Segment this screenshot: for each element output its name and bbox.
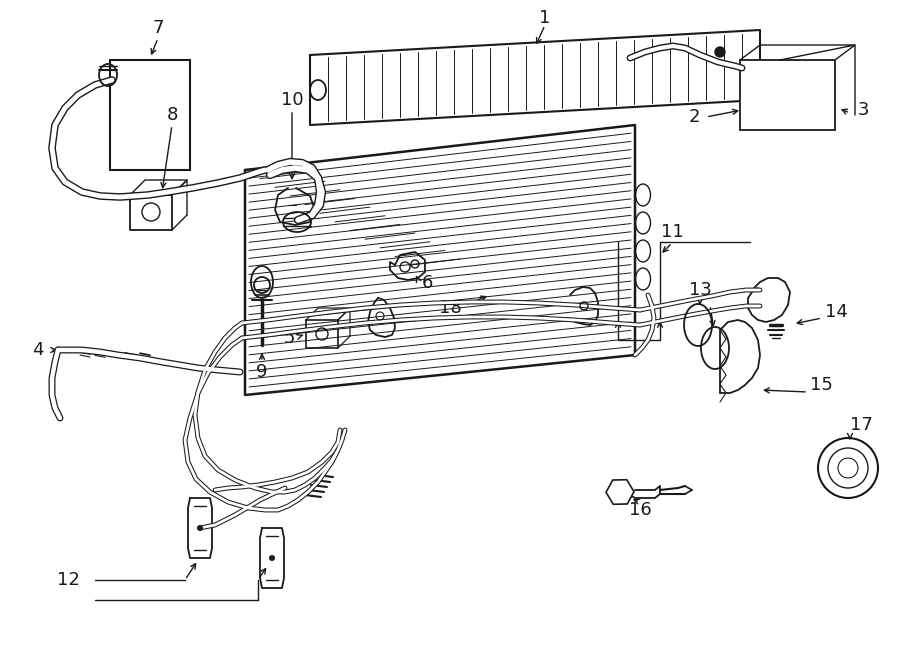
Text: 2: 2 (688, 108, 700, 126)
Bar (110, 60, 190, 170)
Text: 5: 5 (284, 329, 295, 347)
Text: 1: 1 (539, 9, 551, 27)
Text: 14: 14 (825, 303, 848, 321)
Text: 7: 7 (152, 19, 164, 37)
Text: 4: 4 (32, 341, 44, 359)
Circle shape (197, 525, 203, 531)
Text: 9: 9 (256, 363, 268, 381)
Polygon shape (720, 320, 760, 393)
Text: 8: 8 (166, 106, 177, 124)
Text: 12: 12 (57, 571, 79, 589)
Bar (740, 60, 835, 130)
Text: 15: 15 (810, 376, 832, 394)
Text: 17: 17 (850, 416, 873, 434)
Text: 13: 13 (688, 281, 711, 299)
Text: 11: 11 (661, 223, 683, 241)
Circle shape (715, 47, 725, 57)
Text: 6: 6 (422, 274, 434, 292)
Text: 18: 18 (439, 299, 462, 317)
Text: 16: 16 (628, 501, 652, 519)
Text: 3: 3 (858, 101, 869, 119)
Circle shape (269, 555, 275, 561)
Text: 10: 10 (281, 91, 303, 109)
